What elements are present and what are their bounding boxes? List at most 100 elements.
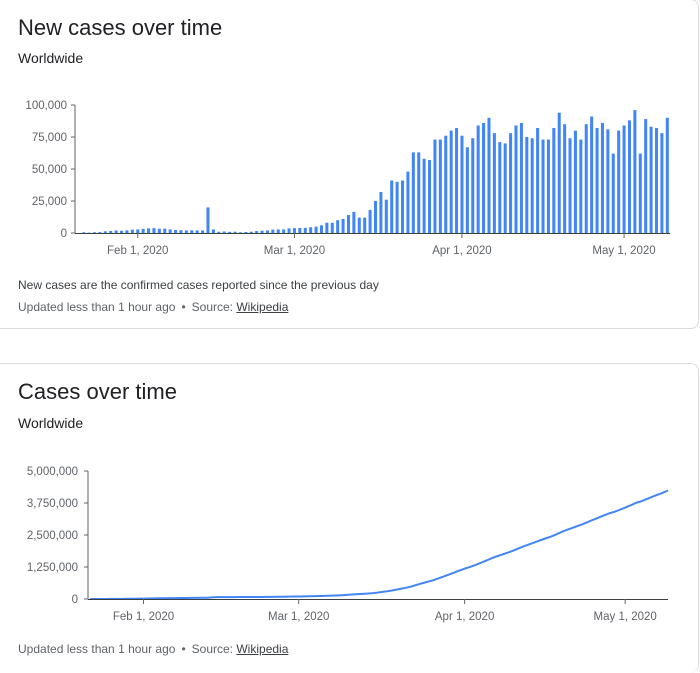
- bar[interactable]: [482, 123, 485, 233]
- bar[interactable]: [558, 113, 561, 233]
- bar[interactable]: [288, 228, 291, 233]
- bar[interactable]: [477, 125, 480, 233]
- bar[interactable]: [579, 140, 582, 233]
- bar[interactable]: [450, 131, 453, 233]
- bar[interactable]: [136, 229, 139, 233]
- bar[interactable]: [228, 232, 231, 233]
- bar[interactable]: [633, 110, 636, 233]
- bar[interactable]: [433, 140, 436, 233]
- total-cases-line[interactable]: [90, 491, 668, 599]
- bar[interactable]: [563, 124, 566, 233]
- bar[interactable]: [423, 159, 426, 233]
- bar[interactable]: [304, 228, 307, 233]
- bar[interactable]: [379, 192, 382, 233]
- bar[interactable]: [444, 136, 447, 233]
- bar[interactable]: [169, 229, 172, 233]
- bar[interactable]: [606, 129, 609, 233]
- bar[interactable]: [574, 131, 577, 233]
- bar[interactable]: [644, 119, 647, 233]
- bar[interactable]: [666, 118, 669, 233]
- bar[interactable]: [120, 231, 123, 233]
- bar[interactable]: [417, 152, 420, 233]
- bar[interactable]: [601, 123, 604, 233]
- bar[interactable]: [493, 133, 496, 233]
- bar[interactable]: [277, 229, 280, 233]
- bar[interactable]: [309, 227, 312, 233]
- bar[interactable]: [639, 154, 642, 233]
- bar[interactable]: [109, 231, 112, 233]
- bar[interactable]: [369, 210, 372, 233]
- bar[interactable]: [585, 124, 588, 233]
- bar[interactable]: [406, 172, 409, 233]
- bar[interactable]: [174, 230, 177, 233]
- bar[interactable]: [196, 230, 199, 233]
- bar[interactable]: [385, 200, 388, 233]
- bar[interactable]: [514, 125, 517, 233]
- bar[interactable]: [617, 131, 620, 233]
- bar[interactable]: [374, 201, 377, 233]
- bar[interactable]: [358, 218, 361, 233]
- bar[interactable]: [552, 128, 555, 233]
- bar[interactable]: [352, 212, 355, 233]
- bar[interactable]: [115, 230, 118, 233]
- bar[interactable]: [233, 232, 236, 233]
- bar[interactable]: [185, 230, 188, 233]
- bar[interactable]: [336, 220, 339, 233]
- bar[interactable]: [487, 118, 490, 233]
- bar[interactable]: [93, 232, 96, 233]
- bar[interactable]: [590, 117, 593, 233]
- bar[interactable]: [131, 230, 134, 233]
- bar[interactable]: [569, 138, 572, 233]
- bar[interactable]: [536, 128, 539, 233]
- bar[interactable]: [363, 218, 366, 233]
- bar[interactable]: [655, 128, 658, 233]
- bar[interactable]: [217, 232, 220, 233]
- bar[interactable]: [239, 232, 242, 233]
- bar[interactable]: [282, 229, 285, 233]
- bar[interactable]: [266, 230, 269, 233]
- bar[interactable]: [261, 231, 264, 233]
- bar[interactable]: [396, 182, 399, 233]
- bar[interactable]: [509, 133, 512, 233]
- bar[interactable]: [82, 232, 85, 233]
- bar[interactable]: [244, 232, 247, 233]
- bar[interactable]: [660, 133, 663, 233]
- bar[interactable]: [428, 160, 431, 233]
- bar[interactable]: [650, 127, 653, 233]
- bar[interactable]: [498, 142, 501, 233]
- bar[interactable]: [390, 181, 393, 233]
- bar[interactable]: [250, 232, 253, 233]
- bar[interactable]: [455, 128, 458, 233]
- bar[interactable]: [547, 140, 550, 233]
- bar[interactable]: [293, 228, 296, 233]
- source-link-wikipedia[interactable]: Wikipedia: [236, 300, 288, 314]
- bar[interactable]: [596, 128, 599, 233]
- bar[interactable]: [201, 230, 204, 233]
- bar[interactable]: [142, 229, 145, 233]
- bar[interactable]: [612, 154, 615, 233]
- bar[interactable]: [520, 123, 523, 233]
- bar[interactable]: [331, 223, 334, 233]
- bar[interactable]: [125, 230, 128, 233]
- bar[interactable]: [525, 137, 528, 233]
- bar[interactable]: [179, 230, 182, 233]
- bar[interactable]: [460, 136, 463, 233]
- bar[interactable]: [466, 147, 469, 233]
- bar[interactable]: [320, 225, 323, 233]
- bar[interactable]: [471, 138, 474, 233]
- bar[interactable]: [623, 125, 626, 233]
- bar[interactable]: [401, 181, 404, 233]
- bar[interactable]: [315, 227, 318, 233]
- bar[interactable]: [439, 140, 442, 233]
- bar[interactable]: [206, 207, 209, 233]
- bar[interactable]: [223, 231, 226, 233]
- bar[interactable]: [271, 230, 274, 233]
- bar[interactable]: [255, 231, 258, 233]
- bar[interactable]: [152, 228, 155, 233]
- source-link-wikipedia[interactable]: Wikipedia: [236, 642, 288, 656]
- bar[interactable]: [412, 152, 415, 233]
- bar[interactable]: [542, 140, 545, 233]
- bar[interactable]: [104, 231, 107, 233]
- bar[interactable]: [158, 229, 161, 233]
- bar[interactable]: [98, 232, 101, 233]
